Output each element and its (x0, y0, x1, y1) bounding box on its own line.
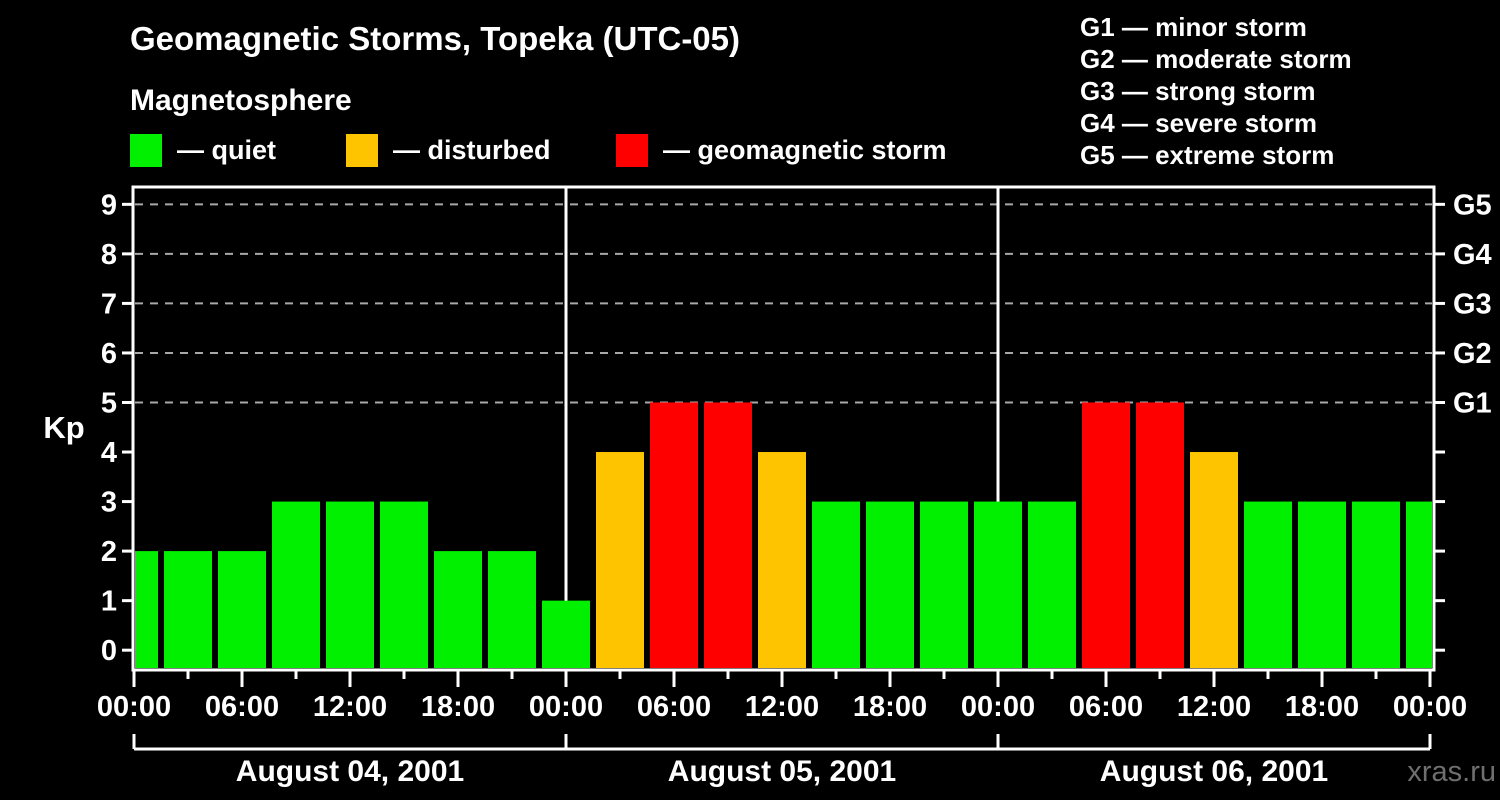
time-tick-label: 00:00 (1393, 691, 1467, 723)
kp-bar (1352, 501, 1400, 668)
y-tick-label: 9 (101, 189, 117, 221)
kp-bars-group (135, 402, 1432, 668)
time-tick-label: 18:00 (1285, 691, 1359, 723)
time-tick-label: 06:00 (1069, 691, 1143, 723)
g3-legend-line: G3 — strong storm (1080, 76, 1316, 106)
kp-bar (164, 551, 212, 668)
disturbed-color-swatch (346, 133, 378, 167)
storm-color-swatch (616, 133, 648, 167)
legend-label-quiet: — quiet (177, 134, 276, 165)
kp-bar (866, 501, 914, 668)
time-tick-label: 06:00 (637, 691, 711, 723)
y-tick-label: 7 (101, 288, 117, 320)
g-level-label: G4 (1453, 239, 1492, 271)
y-tick-label: 5 (101, 387, 117, 419)
time-tick-label: 12:00 (745, 691, 819, 723)
time-tick-label: 00:00 (961, 691, 1035, 723)
kp-bar (650, 402, 698, 668)
page-title: Geomagnetic Storms, Topeka (UTC-05) (130, 20, 741, 57)
g-level-label: G3 (1453, 288, 1492, 320)
kp-bar (272, 501, 320, 668)
y-tick-label: 4 (101, 437, 117, 469)
kp-bar (488, 551, 536, 668)
kp-bar (1028, 501, 1076, 668)
kp-bar (704, 402, 752, 668)
kp-bar (1406, 501, 1432, 668)
kp-bar (974, 501, 1022, 668)
time-tick-label: 00:00 (529, 691, 603, 723)
y-tick-label: 2 (101, 536, 117, 568)
y-tick-label: 1 (101, 586, 117, 618)
kp-bar (1190, 452, 1238, 668)
y-tick-label: 8 (101, 239, 117, 271)
legend-label-disturbed: — disturbed (393, 134, 551, 165)
date-label: August 06, 2001 (1100, 755, 1328, 788)
kp-bar (135, 551, 158, 668)
g5-legend-line: G5 — extreme storm (1080, 140, 1335, 170)
kp-bar (1082, 402, 1130, 668)
kp-bar (434, 551, 482, 668)
time-tick-label: 06:00 (205, 691, 279, 723)
y-tick-label: 6 (101, 338, 117, 370)
kp-bar (1298, 501, 1346, 668)
kp-bar (812, 501, 860, 668)
time-tick-label: 12:00 (313, 691, 387, 723)
kp-bar (380, 501, 428, 668)
time-tick-label: 18:00 (853, 691, 927, 723)
time-tick-label: 12:00 (1177, 691, 1251, 723)
g-level-label: G5 (1453, 189, 1492, 221)
date-label: August 04, 2001 (236, 755, 464, 788)
y-axis-title: Kp (43, 410, 84, 445)
y-tick-label: 0 (101, 635, 117, 667)
time-tick-label: 00:00 (97, 691, 171, 723)
g1-legend-line: G1 — minor storm (1080, 12, 1307, 42)
kp-bar (596, 452, 644, 668)
y-tick-label: 3 (101, 487, 117, 519)
kp-bar (1244, 501, 1292, 668)
storm-scale-legend: G1 — minor storm G2 — moderate storm G3 … (1080, 11, 1352, 171)
legend-item-quiet: — quiet (130, 133, 276, 167)
g4-legend-line: G4 — severe storm (1080, 108, 1318, 138)
kp-bar (920, 501, 968, 668)
quiet-color-swatch (130, 133, 162, 167)
legend-item-disturbed: — disturbed (346, 133, 551, 167)
watermark: xras.ru (1407, 756, 1496, 788)
kp-bar (542, 600, 590, 668)
kp-bar (218, 551, 266, 668)
g2-legend-line: G2 — moderate storm (1080, 44, 1352, 74)
date-label: August 05, 2001 (668, 755, 896, 788)
g-level-label: G1 (1453, 387, 1492, 419)
g-level-label: G2 (1453, 338, 1492, 370)
kp-bar (326, 501, 374, 668)
magnetosphere-subtitle: Magnetosphere (130, 84, 352, 117)
kp-bar (758, 452, 806, 668)
time-tick-label: 18:00 (421, 691, 495, 723)
kp-bar (1136, 402, 1184, 668)
legend-label-storm: — geomagnetic storm (663, 134, 947, 165)
legend-item-storm: — geomagnetic storm (616, 133, 947, 167)
